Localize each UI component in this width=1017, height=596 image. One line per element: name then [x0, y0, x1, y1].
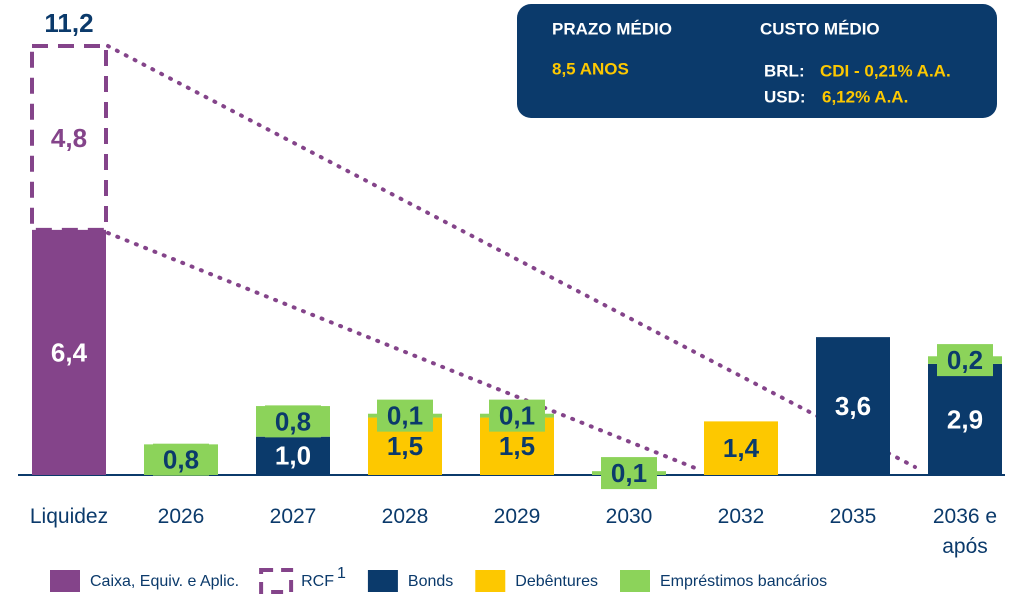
legend-swatch: [367, 570, 398, 592]
info-box-bg: [517, 4, 997, 118]
value-label: 0,2: [947, 345, 983, 375]
legend-footnote: 1: [337, 565, 346, 582]
value-label-box: [377, 399, 433, 432]
value-label: 6,4: [51, 337, 88, 367]
bar-segment: [30, 44, 108, 232]
value-label: 0,8: [275, 406, 311, 436]
guide-line: [106, 231, 702, 472]
x-tick-line: 2036 e: [933, 505, 997, 528]
value-label: 1,5: [499, 431, 535, 461]
bar-segment: [256, 436, 330, 475]
x-tick-label: 2036 e após: [933, 505, 997, 558]
x-tick-label: 2035: [830, 505, 877, 528]
value-label: 2,9: [947, 404, 983, 434]
legend-label: Empréstimos bancários: [660, 573, 827, 590]
x-tick-line: após: [942, 535, 988, 558]
guide-line: [106, 44, 917, 469]
info-title: PRAZO MÉDIO: [552, 19, 672, 38]
value-label: 4,8: [51, 123, 87, 153]
value-label: 1,4: [723, 433, 760, 463]
bar-segment: [32, 229, 106, 475]
info-title: CUSTO MÉDIO: [760, 19, 880, 38]
x-tick-label: 2032: [718, 505, 765, 528]
info-label: USD:: [764, 87, 806, 106]
info-box: PRAZO MÉDIO 8,5 ANOS CUSTO MÉDIO BRL: CD…: [517, 4, 997, 118]
legend-label: Bonds: [408, 573, 453, 590]
info-label: BRL:: [764, 61, 805, 80]
x-tick-label: 2029: [494, 505, 541, 528]
value-label-box: [265, 405, 321, 438]
x-tick-label: 2027: [270, 505, 317, 528]
x-tick-line: 2027: [270, 505, 317, 528]
total-label: 11,2: [44, 8, 93, 38]
legend-label: Caixa, Equiv. e Aplic.: [90, 573, 239, 590]
x-tick-line: 2026: [158, 505, 205, 528]
bar-segment: [816, 337, 890, 475]
info-value: 8,5 ANOS: [552, 59, 629, 78]
value-label: 3,6: [835, 391, 871, 421]
x-tick-label: Liquidez: [30, 505, 108, 528]
x-tick-line: 2035: [830, 505, 877, 528]
legend-label: RCF: [301, 573, 334, 590]
value-label-box: [601, 457, 657, 490]
x-tick-line: 2028: [382, 505, 429, 528]
value-label-box: [489, 399, 545, 432]
x-tick-label: 2030: [606, 505, 653, 528]
value-label: 0,1: [499, 401, 535, 431]
value-label: 0,8: [163, 445, 199, 475]
x-tick-line: 2032: [718, 505, 765, 528]
value-label-box: [937, 344, 993, 377]
value-label: 1,5: [387, 431, 423, 461]
legend-swatch: [50, 570, 80, 592]
legend-swatch: [259, 568, 294, 594]
value-label: 1,0: [275, 441, 311, 471]
legend-label: Debêntures: [515, 573, 598, 590]
x-tick-line: Liquidez: [30, 505, 108, 528]
value-label: 0,1: [387, 401, 423, 431]
x-tick-label: 2026: [158, 505, 205, 528]
bar-segment: [704, 421, 778, 475]
legend-swatch: [475, 570, 506, 592]
info-value: 6,12% A.A.: [822, 87, 908, 106]
x-tick-line: 2030: [606, 505, 653, 528]
legend-swatch: [620, 570, 650, 592]
x-tick-label: 2028: [382, 505, 429, 528]
info-value: CDI - 0,21% A.A.: [820, 61, 951, 80]
bar-segment: [928, 363, 1002, 475]
value-label-box: [153, 443, 209, 476]
value-label: 0,1: [611, 458, 647, 488]
x-tick-line: 2029: [494, 505, 541, 528]
